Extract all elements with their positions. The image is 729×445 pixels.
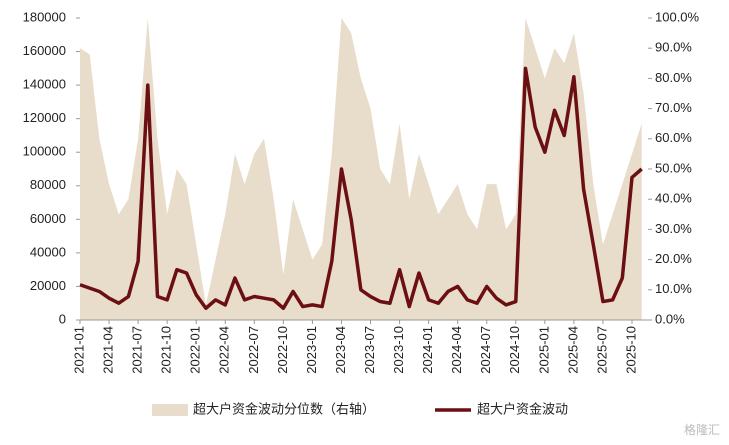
x-tick-label: 2023-04 — [333, 326, 348, 374]
y-tick-label: 80000 — [30, 177, 66, 192]
legend-label: 超大户资金波动 — [477, 401, 568, 416]
x-tick-label: 2024-10 — [507, 326, 522, 374]
y2-tick-label: 60.0% — [655, 130, 692, 145]
y2-tick-label: 50.0% — [655, 160, 692, 175]
x-tick-label: 2024-01 — [420, 326, 435, 374]
x-tick-label: 2022-10 — [275, 326, 290, 374]
x-tick-label: 2024-04 — [449, 326, 464, 374]
y-tick-label: 40000 — [30, 244, 66, 259]
x-tick-label: 2021-07 — [130, 326, 145, 374]
x-tick-label: 2021-01 — [71, 326, 86, 374]
y2-tick-label: 40.0% — [655, 191, 692, 206]
area-series — [80, 18, 642, 320]
x-tick-label: 2023-01 — [304, 326, 319, 374]
y-tick-label: 120000 — [23, 110, 66, 125]
y2-tick-label: 100.0% — [655, 9, 700, 24]
x-tick-label: 2021-10 — [159, 326, 174, 374]
x-tick-label: 2022-01 — [188, 326, 203, 374]
y-tick-label: 0 — [59, 311, 66, 326]
x-tick-label: 2025-01 — [536, 326, 551, 374]
x-tick-label: 2023-07 — [362, 326, 377, 374]
y2-tick-label: 10.0% — [655, 281, 692, 296]
x-tick-label: 2024-07 — [478, 326, 493, 374]
y2-tick-label: 90.0% — [655, 40, 692, 55]
y-tick-label: 160000 — [23, 43, 66, 58]
y2-tick-label: 0.0% — [655, 311, 685, 326]
y-tick-label: 140000 — [23, 77, 66, 92]
y-tick-label: 20000 — [30, 278, 66, 293]
y2-tick-label: 20.0% — [655, 251, 692, 266]
x-tick-label: 2023-10 — [391, 326, 406, 374]
x-tick-label: 2025-10 — [623, 326, 638, 374]
y-tick-label: 180000 — [23, 9, 66, 24]
y2-tick-label: 30.0% — [655, 221, 692, 236]
legend-swatch — [152, 404, 188, 416]
y-tick-label: 100000 — [23, 144, 66, 159]
y2-tick-label: 80.0% — [655, 70, 692, 85]
line-series — [79, 66, 643, 311]
legend-label: 超大户资金波动分位数（右轴） — [193, 401, 375, 416]
y-tick-label: 60000 — [30, 211, 66, 226]
x-tick-label: 2025-07 — [594, 326, 609, 374]
x-tick-label: 2025-04 — [565, 326, 580, 374]
x-tick-label: 2022-04 — [217, 326, 232, 374]
x-tick-label: 2022-07 — [246, 326, 261, 374]
watermark: 格隆汇 — [684, 422, 720, 437]
y2-tick-label: 70.0% — [655, 100, 692, 115]
x-tick-label: 2021-04 — [100, 326, 115, 374]
